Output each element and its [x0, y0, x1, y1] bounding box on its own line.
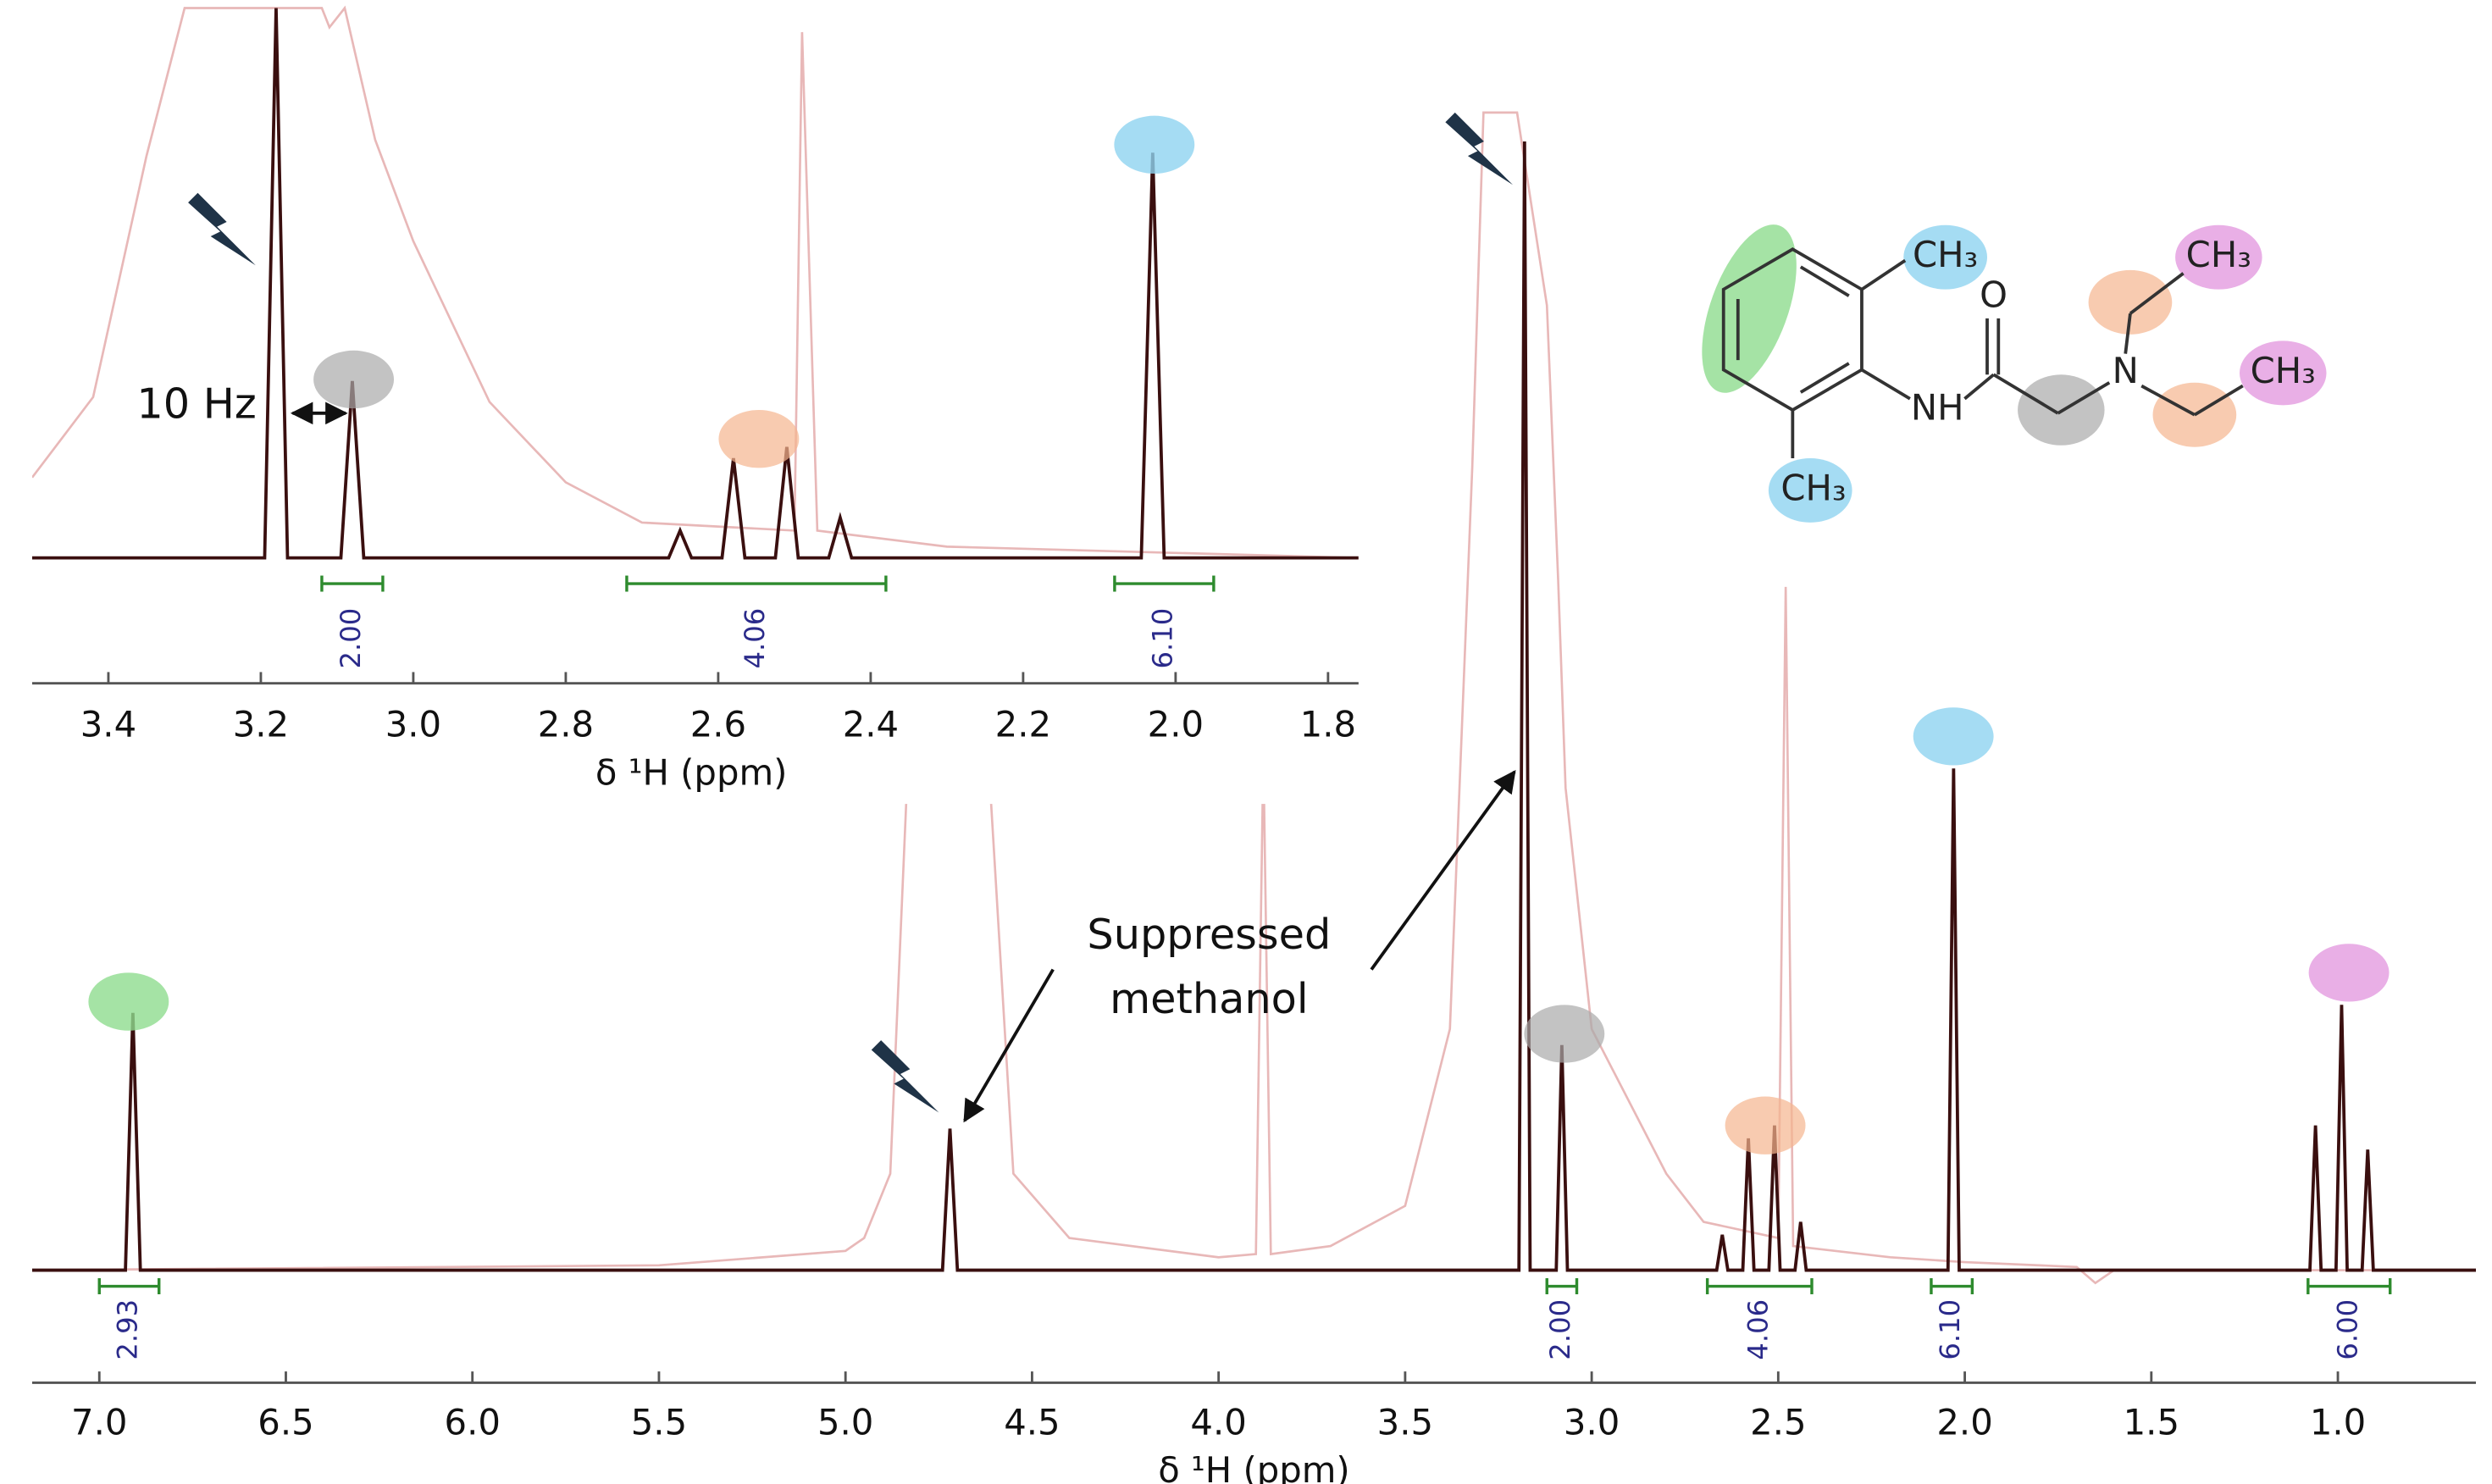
x-axis-label: δ ¹H (ppm) — [595, 751, 787, 793]
atom-label: NH — [1911, 387, 1964, 429]
inset-annotations: 10 Hz — [136, 115, 1195, 468]
highlight — [1768, 457, 1852, 523]
highlight — [313, 350, 395, 409]
x-tick-label: 2.0 — [1148, 703, 1204, 745]
annotation: Suppressed — [1087, 910, 1331, 959]
x-tick-label: 4.0 — [1190, 1401, 1246, 1442]
bolt-icon — [871, 1040, 939, 1113]
highlight — [1903, 224, 1988, 290]
highlight — [2240, 341, 2327, 406]
integral-label: 2.00 — [1544, 1299, 1576, 1360]
atom-label: O — [1980, 274, 2007, 316]
x-tick-label: 1.5 — [2124, 1401, 2179, 1442]
integral-label: 6.00 — [2331, 1299, 2363, 1360]
x-tick-label: 6.0 — [445, 1401, 501, 1442]
main-annotations: Suppressed methanol — [88, 112, 2390, 1155]
bonds — [1721, 247, 2244, 458]
arrow — [963, 968, 1055, 1123]
highlight — [2088, 269, 2173, 335]
highlight — [1913, 707, 1994, 766]
highlight — [88, 972, 169, 1031]
x-tick-label: 7.0 — [71, 1401, 127, 1442]
bolt-icon — [188, 192, 256, 266]
annotation: 10 Hz — [136, 379, 256, 429]
x-tick-label: 6.5 — [258, 1401, 313, 1442]
x-axis-label: δ ¹H (ppm) — [1158, 1449, 1349, 1484]
x-tick-label: 3.4 — [80, 703, 136, 745]
x-tick-label: 3.2 — [233, 703, 289, 745]
highlight — [1524, 1005, 1605, 1063]
x-tick-label: 2.4 — [843, 703, 899, 745]
main-spectrum: 7.0 6.5 6.0 5.5 5.0 4.5 4.0 3.5 3.0 2.5 2.0 1.5 1.0 δ… — [31, 111, 2477, 1484]
x-tick-label: 2.8 — [538, 703, 594, 745]
x-tick-label: 2.2 — [995, 703, 1051, 745]
molecule: CH₃ CH₃ O NH N CH₃ CH₃ — [1702, 224, 2327, 523]
bolt-icon — [1445, 112, 1514, 186]
integral-label: 4.06 — [739, 608, 771, 669]
arrow — [1370, 769, 1516, 971]
integral-label: 2.00 — [335, 608, 367, 669]
x-tick-label: 2.5 — [1750, 1401, 1806, 1442]
spectrum-line — [31, 141, 2477, 1272]
x-tick-label: 3.5 — [1377, 1401, 1433, 1442]
integral-label: 6.10 — [1146, 608, 1178, 669]
x-tick-label: 5.5 — [631, 1401, 687, 1442]
x-tick-label: 4.5 — [1004, 1401, 1060, 1442]
highlight — [1702, 224, 1797, 393]
highlight — [2175, 224, 2262, 290]
atom-label: CH₃ — [2251, 350, 2316, 391]
spectrum-line — [31, 5, 1359, 559]
x-tick-label: 1.0 — [2310, 1401, 2366, 1442]
annotation: methanol — [1110, 974, 1308, 1023]
highlight — [2308, 944, 2390, 1002]
atom-label: N — [2113, 350, 2139, 391]
x-tick-label: 3.0 — [1564, 1401, 1620, 1442]
x-tick-label: 3.0 — [385, 703, 441, 745]
highlight — [1725, 1096, 1806, 1155]
integral-label: 6.10 — [1934, 1299, 1966, 1360]
integral-label: 4.06 — [1742, 1299, 1774, 1360]
x-tick-label: 5.0 — [817, 1401, 873, 1442]
atom-label: CH₃ — [2186, 234, 2251, 275]
x-tick-label: 2.0 — [1936, 1401, 1992, 1442]
atom-label: CH₃ — [1780, 467, 1846, 508]
x-tick-label: 1.8 — [1300, 703, 1356, 745]
highlight — [718, 410, 800, 468]
x-tick-label: 2.6 — [690, 703, 746, 745]
integral-label: 2.93 — [111, 1299, 143, 1360]
atom-label: CH₃ — [1913, 234, 1978, 275]
highlight — [1114, 115, 1195, 174]
